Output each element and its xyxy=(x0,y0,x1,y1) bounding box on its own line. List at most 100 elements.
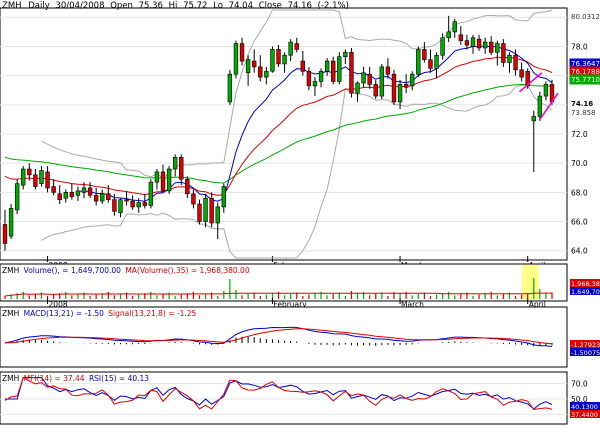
candle-body xyxy=(416,49,421,75)
candle-body xyxy=(215,206,220,224)
candle-body xyxy=(124,199,129,202)
rsi-right-label: 37.4400 xyxy=(570,410,600,419)
candle-body xyxy=(81,187,87,193)
candle xyxy=(476,34,482,51)
candle-body xyxy=(470,37,476,47)
candle-body xyxy=(258,66,263,78)
candle-body xyxy=(495,43,500,53)
candle xyxy=(543,81,549,101)
candle-body xyxy=(172,157,178,170)
price-right-label-bg xyxy=(570,108,600,117)
candle-body xyxy=(482,41,488,49)
candle xyxy=(130,195,135,210)
candle xyxy=(507,52,512,73)
candle-body xyxy=(282,54,287,65)
candle-body xyxy=(525,70,530,87)
macd-right-label-text: -1.27923 xyxy=(571,341,600,349)
candle xyxy=(489,36,494,56)
candle xyxy=(519,62,524,82)
volume-right-label-bg xyxy=(570,279,600,287)
rsi-right-label-bg xyxy=(570,410,600,418)
candle xyxy=(33,169,38,190)
candle-body xyxy=(160,171,166,192)
candle xyxy=(27,163,32,181)
header-low: 74.04 xyxy=(229,1,253,11)
candlesticks xyxy=(2,15,555,251)
candle-body xyxy=(531,116,536,122)
candle-body xyxy=(69,192,75,198)
candle-body xyxy=(93,194,99,202)
price-right-label-bg xyxy=(570,99,600,108)
candle xyxy=(154,169,160,190)
candle-body xyxy=(154,171,160,183)
macd-pane: ZMH MACD(13,21) = -1.50 Signal(13,21,8) … xyxy=(0,306,600,368)
candle xyxy=(531,110,536,172)
candle-body xyxy=(537,95,543,117)
candle xyxy=(252,49,257,73)
candle xyxy=(282,52,287,73)
rsi-y-tick: 70.0 xyxy=(571,380,588,389)
candle-body xyxy=(227,73,233,103)
candle xyxy=(209,192,214,228)
candle-body xyxy=(27,168,32,176)
price-right-label-bg xyxy=(569,74,600,85)
candle-body xyxy=(185,178,190,195)
candle xyxy=(112,193,117,216)
price-right-label-bg xyxy=(570,12,600,21)
candle-body xyxy=(209,197,214,224)
price-y-tick: 68.0 xyxy=(571,188,588,197)
candle xyxy=(312,77,318,97)
candle-body xyxy=(318,70,324,82)
candle xyxy=(343,49,348,64)
candle xyxy=(428,49,433,73)
candle xyxy=(367,66,372,89)
candle-body xyxy=(270,49,275,72)
header-close: 74.16 xyxy=(288,1,312,11)
candle-body xyxy=(63,192,68,199)
candle-body xyxy=(245,59,251,74)
candle xyxy=(349,47,354,98)
price-pane: ZMH Daily 30/04/2008 Open 75.36 Hi 75.72… xyxy=(0,1,600,270)
candle-body xyxy=(410,73,415,87)
candle-body xyxy=(367,73,372,85)
header-open-label: Open xyxy=(110,1,133,11)
candle xyxy=(391,69,397,105)
candle-body xyxy=(403,84,409,88)
candle xyxy=(172,154,178,177)
candle xyxy=(203,193,208,228)
price-y-tick: 78.0 xyxy=(571,42,588,51)
candle xyxy=(379,63,385,99)
mfi-line xyxy=(4,376,553,411)
ma-green-line xyxy=(4,83,553,184)
candle xyxy=(270,46,275,73)
volume-legend: ZMH Volume(), = 1,649,700.00 MA(Volume()… xyxy=(2,266,250,275)
candle-body xyxy=(331,60,336,82)
candle-body xyxy=(203,197,208,222)
rsi-legend-symbol: ZMH xyxy=(2,374,19,383)
candle-body xyxy=(355,82,360,94)
volume-pane: 2008 February March April ZMH Volume(), = 1… xyxy=(0,263,600,309)
candle xyxy=(294,37,299,53)
candle xyxy=(501,39,506,67)
candle xyxy=(410,71,415,91)
volume-legend-ma: MA(Volume(),35) = 1,968,380.00 xyxy=(125,266,250,275)
candle-body xyxy=(373,84,378,97)
header-low-label: Lo xyxy=(213,1,223,11)
candle-body xyxy=(118,199,123,214)
macd-histogram xyxy=(10,336,553,347)
candle-body xyxy=(312,81,318,87)
candle xyxy=(513,49,518,76)
candle-body xyxy=(343,52,348,57)
price-right-label-text: 76.1788 xyxy=(571,68,600,76)
candle xyxy=(75,186,81,202)
candle-body xyxy=(106,193,111,200)
price-right-label: 74.16 xyxy=(570,99,600,108)
candle xyxy=(288,39,293,62)
price-right-label: 80.0312 xyxy=(570,12,600,21)
price-y-tick: 72.0 xyxy=(571,130,588,139)
candle-body xyxy=(75,190,81,196)
candle xyxy=(482,37,488,54)
candle xyxy=(385,58,391,79)
